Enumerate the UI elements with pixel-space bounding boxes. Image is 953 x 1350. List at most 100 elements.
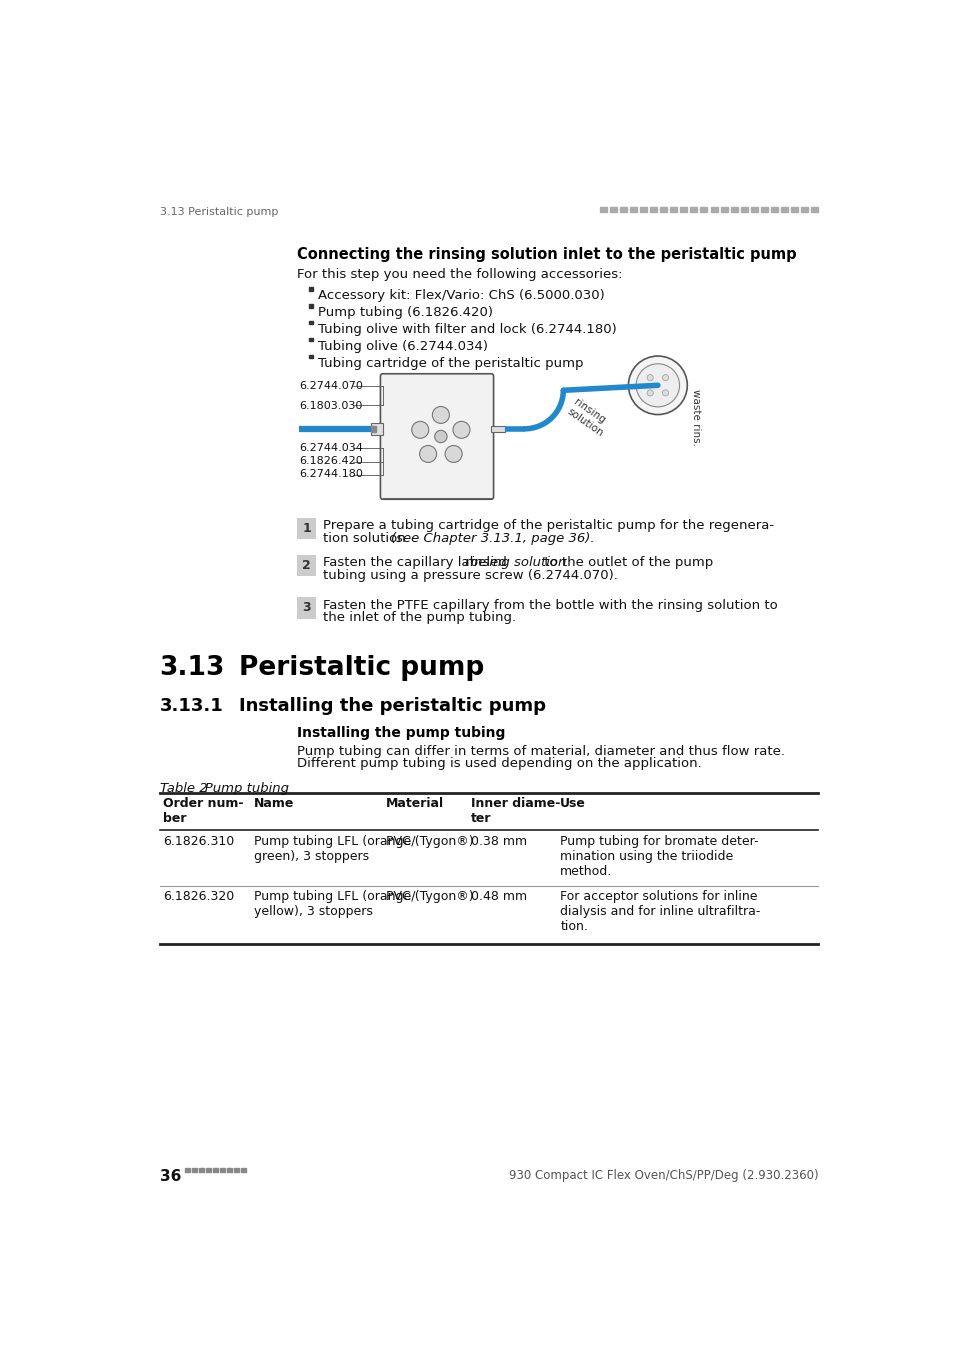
Circle shape xyxy=(646,374,653,381)
Text: Pump tubing for bromate deter-
mination using the triiodide
method.: Pump tubing for bromate deter- mination … xyxy=(559,836,758,878)
Text: 6.1826.420: 6.1826.420 xyxy=(298,456,362,466)
Text: (see Chapter 3.13.1, page 36).: (see Chapter 3.13.1, page 36). xyxy=(391,532,595,544)
Text: 6.1826.320: 6.1826.320 xyxy=(162,891,233,903)
Text: tubing using a pressure screw (6.2744.070).: tubing using a pressure screw (6.2744.07… xyxy=(323,568,618,582)
Text: 6.2744.070: 6.2744.070 xyxy=(298,382,362,391)
Text: Pump tubing LFL (orange/
yellow), 3 stoppers: Pump tubing LFL (orange/ yellow), 3 stop… xyxy=(253,891,416,918)
Text: to the outlet of the pump: to the outlet of the pump xyxy=(539,556,713,570)
Bar xyxy=(309,304,313,308)
Bar xyxy=(659,208,666,212)
Circle shape xyxy=(419,446,436,463)
Text: rinsing solution: rinsing solution xyxy=(464,556,566,570)
Text: tion solution: tion solution xyxy=(323,532,410,544)
Bar xyxy=(690,208,697,212)
Text: Fasten the capillary labeled: Fasten the capillary labeled xyxy=(323,556,511,570)
Bar xyxy=(730,208,737,212)
Text: 6.2744.180: 6.2744.180 xyxy=(298,470,362,479)
Text: Tubing olive (6.2744.034): Tubing olive (6.2744.034) xyxy=(318,340,488,352)
Bar xyxy=(619,208,626,212)
Bar xyxy=(790,208,798,212)
Text: 3.13.1: 3.13.1 xyxy=(159,697,223,716)
Bar xyxy=(233,1168,238,1172)
Circle shape xyxy=(445,446,461,463)
Text: Pump tubing: Pump tubing xyxy=(192,782,289,795)
Bar xyxy=(297,555,315,576)
Text: waste rins.: waste rins. xyxy=(691,389,700,446)
Text: 3: 3 xyxy=(302,601,311,614)
Bar xyxy=(220,1168,224,1172)
Bar xyxy=(192,1168,196,1172)
Text: the inlet of the pump tubing.: the inlet of the pump tubing. xyxy=(323,612,516,624)
Text: Tubing olive with filter and lock (6.2744.180): Tubing olive with filter and lock (6.274… xyxy=(318,323,617,336)
Bar xyxy=(227,1168,232,1172)
Bar xyxy=(629,208,637,212)
Text: 0.38 mm: 0.38 mm xyxy=(471,836,527,848)
Bar xyxy=(609,208,617,212)
Text: Pump tubing LFL (orange/
green), 3 stoppers: Pump tubing LFL (orange/ green), 3 stopp… xyxy=(253,836,416,863)
Text: 6.1803.030: 6.1803.030 xyxy=(298,401,362,410)
Text: Installing the peristaltic pump: Installing the peristaltic pump xyxy=(239,697,546,716)
Text: PVC (Tygon®): PVC (Tygon®) xyxy=(385,891,473,903)
Circle shape xyxy=(435,431,447,443)
Bar xyxy=(309,320,313,324)
Text: Material: Material xyxy=(385,798,443,810)
Bar xyxy=(206,1168,211,1172)
Text: PVC (Tygon®): PVC (Tygon®) xyxy=(385,836,473,848)
Bar xyxy=(241,1168,245,1172)
Circle shape xyxy=(412,421,428,439)
Bar xyxy=(649,208,657,212)
Bar xyxy=(199,1168,204,1172)
Bar xyxy=(750,208,757,212)
Text: Peristaltic pump: Peristaltic pump xyxy=(239,655,484,680)
FancyBboxPatch shape xyxy=(380,374,493,500)
Text: Table 2: Table 2 xyxy=(159,782,207,795)
Bar xyxy=(720,208,727,212)
Bar xyxy=(297,597,315,618)
Text: For this step you need the following accessories:: For this step you need the following acc… xyxy=(297,269,622,281)
Bar xyxy=(599,208,606,212)
Text: 930 Compact IC Flex Oven/ChS/PP/Deg (2.930.2360): 930 Compact IC Flex Oven/ChS/PP/Deg (2.9… xyxy=(508,1169,818,1183)
Bar xyxy=(679,208,686,212)
Bar xyxy=(213,1168,217,1172)
Bar xyxy=(770,208,778,212)
Text: Installing the pump tubing: Installing the pump tubing xyxy=(297,726,505,740)
Circle shape xyxy=(661,374,668,381)
Circle shape xyxy=(628,356,686,414)
Bar xyxy=(740,208,747,212)
Text: Accessory kit: Flex/Vario: ChS (6.5000.030): Accessory kit: Flex/Vario: ChS (6.5000.0… xyxy=(318,289,604,302)
Bar xyxy=(670,208,677,212)
Bar xyxy=(185,1168,190,1172)
Bar xyxy=(371,423,382,435)
Text: For acceptor solutions for inline
dialysis and for inline ultrafiltra-
tion.: For acceptor solutions for inline dialys… xyxy=(559,891,760,933)
Text: 3.13: 3.13 xyxy=(159,655,225,680)
Text: 6.2744.034: 6.2744.034 xyxy=(298,443,362,454)
Text: Fasten the PTFE capillary from the bottle with the rinsing solution to: Fasten the PTFE capillary from the bottl… xyxy=(323,598,777,612)
Text: 1: 1 xyxy=(302,522,311,535)
Bar xyxy=(491,425,505,432)
Bar xyxy=(639,208,646,212)
Text: Pump tubing can differ in terms of material, diameter and thus flow rate.: Pump tubing can differ in terms of mater… xyxy=(297,745,784,757)
Text: Connecting the rinsing solution inlet to the peristaltic pump: Connecting the rinsing solution inlet to… xyxy=(297,247,797,262)
Text: rinsing
solution: rinsing solution xyxy=(564,397,611,439)
Bar xyxy=(810,208,818,212)
Bar xyxy=(309,355,313,358)
Bar xyxy=(801,208,807,212)
Text: Name: Name xyxy=(253,798,294,810)
Text: 6.1826.310: 6.1826.310 xyxy=(162,836,233,848)
Text: Inner diame-
ter: Inner diame- ter xyxy=(471,798,559,825)
Text: 2: 2 xyxy=(302,559,311,572)
Bar xyxy=(700,208,707,212)
Bar xyxy=(710,208,717,212)
Text: 0.48 mm: 0.48 mm xyxy=(471,891,527,903)
Text: Order num-
ber: Order num- ber xyxy=(162,798,243,825)
Bar xyxy=(309,286,313,290)
Text: 36: 36 xyxy=(159,1169,181,1184)
Text: Use: Use xyxy=(559,798,585,810)
Text: 3.13 Peristaltic pump: 3.13 Peristaltic pump xyxy=(159,207,277,216)
Circle shape xyxy=(646,390,653,396)
Bar xyxy=(297,518,315,539)
Bar xyxy=(781,208,787,212)
Text: Pump tubing (6.1826.420): Pump tubing (6.1826.420) xyxy=(318,306,493,319)
Bar xyxy=(371,425,375,432)
Circle shape xyxy=(661,390,668,396)
